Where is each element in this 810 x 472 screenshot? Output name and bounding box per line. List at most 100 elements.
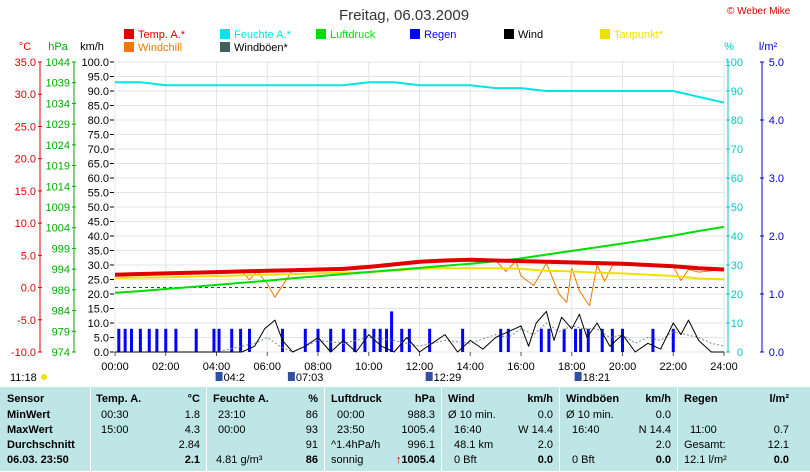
rain-bar	[586, 328, 590, 352]
legend-swatch	[410, 29, 420, 39]
rain-total-label: Gesamt:	[684, 439, 726, 451]
pressure-tick-label: 1044	[46, 57, 70, 69]
wind-tick-label: 70.0	[88, 144, 109, 156]
wind-tick-label: 65.0	[88, 159, 109, 171]
rain-bar	[539, 328, 543, 352]
sun-time-label: 11:18	[10, 372, 37, 384]
rain-bar	[428, 328, 432, 352]
rain-axis-unit: l/m²	[759, 41, 778, 53]
pressure-unit: hPa	[414, 393, 435, 405]
pressure-current-value: 1005.4	[401, 454, 435, 466]
temp-tick-label: -5.0	[17, 315, 36, 327]
temp-tick-label: 0.0	[21, 283, 36, 295]
rain-bar	[129, 328, 133, 352]
col-wind: Wind km/h Ø 10 min. 16:40 48.1 km 0 Bft …	[441, 387, 559, 472]
rain-bar	[671, 328, 675, 352]
wind-tick-label: 50.0	[88, 202, 109, 214]
wind-unit: km/h	[527, 393, 553, 405]
rain-bar	[506, 328, 510, 352]
legend-label: Feuchte A.*	[234, 29, 292, 41]
humidity-unit: %	[308, 393, 318, 405]
sun-marker-icon	[425, 372, 433, 381]
gusts-max: N 14.4	[638, 424, 671, 436]
pressure-trend: ^1.4hPa/h	[331, 439, 381, 451]
rain-bar	[217, 328, 221, 352]
legend-label: Wind	[518, 29, 543, 41]
temp-tick-label: -10.0	[11, 347, 36, 359]
pressure-min-time: 00:00	[337, 409, 365, 421]
legend-swatch	[600, 29, 610, 39]
wind-distance: 48.1 km	[454, 439, 494, 451]
rain-tick-label: 1.0	[769, 289, 784, 301]
rain-bar	[147, 328, 151, 352]
x-tick-label: 12:00	[406, 361, 434, 373]
wind-header: Wind	[448, 393, 475, 405]
pressure-max: 1005.4	[401, 424, 435, 436]
x-tick-label: 00:00	[101, 361, 129, 373]
col-pressure: Luftdruck hPa 00:00 23:50 ^1.4hPa/h sonn…	[324, 387, 441, 472]
sun-time-label: 18:21	[583, 372, 611, 384]
rain-bar	[579, 328, 583, 352]
wind-tick-label: 90.0	[88, 86, 109, 98]
gusts-unit: km/h	[645, 393, 671, 405]
pressure-tick-label: 1004	[46, 223, 70, 235]
temp-axis-unit: °C	[19, 41, 31, 53]
rain-bar	[230, 328, 234, 352]
pressure-tick-label: 994	[52, 264, 70, 276]
rain-header: Regen	[684, 393, 718, 405]
row-label-min: MinWert	[7, 409, 51, 421]
humidity-tick-label: 0	[737, 347, 743, 359]
humidity-tick-label: 80	[731, 115, 743, 127]
rain-bar	[574, 328, 578, 352]
rain-bar	[390, 311, 394, 352]
humidity-line	[115, 81, 725, 104]
wind-tick-label: 100.0	[81, 57, 109, 69]
x-tick-label: 18:00	[558, 361, 586, 373]
wind-max: W 14.4	[518, 424, 553, 436]
legend-swatch	[124, 42, 134, 52]
humidity-tick-label: 70	[731, 144, 743, 156]
wind-tick-label: 10.0	[88, 318, 109, 330]
temp-tick-label: 35.0	[15, 57, 36, 69]
wind-tick-label: 35.0	[88, 246, 109, 258]
rain-max-time: 11:00	[690, 424, 717, 436]
x-tick-label: 02:00	[152, 361, 180, 373]
rain-today: 12.1 l/m²	[684, 454, 727, 466]
legend: Temp. A.* Feuchte A.* Luftdruck Regen Wind Ta…	[124, 29, 664, 54]
legend-label: Luftdruck	[330, 29, 376, 41]
humidity-min-time: 23:10	[218, 409, 246, 421]
pressure-tick-label: 984	[52, 306, 70, 318]
humidity-tick-label: 20	[731, 289, 743, 301]
wind-tick-label: 15.0	[88, 304, 109, 316]
pressure-tick-label: 1029	[46, 119, 70, 131]
summary-table: Sensor MinWert MaxWert Durchschnitt 06.0…	[0, 386, 810, 472]
humidity-tick-label: 10	[731, 318, 743, 330]
weather-chart: Freitag, 06.03.2009 © Weber Mike Temp. A…	[10, 6, 791, 384]
rain-bar	[155, 328, 159, 352]
wind-tick-label: 25.0	[88, 275, 109, 287]
rain-bar	[329, 328, 333, 352]
rain-bar	[194, 328, 198, 352]
temp-current: 2.1	[184, 454, 200, 466]
legend-swatch	[220, 42, 230, 52]
humidity-axis-unit: %	[724, 41, 734, 53]
rain-bar	[400, 328, 404, 352]
wind-axis-unit: km/h	[80, 41, 104, 53]
temp-avg: 2.84	[178, 439, 200, 451]
wind-bft: 0 Bft	[454, 454, 477, 466]
rain-bar	[600, 328, 604, 352]
rain-tick-label: 4.0	[769, 115, 784, 127]
humidity-current: 86	[305, 454, 318, 466]
humidity-tick-label: 30	[731, 260, 743, 272]
rain-bar	[212, 328, 216, 352]
rain-total: 12.1	[767, 439, 789, 451]
plot-series	[114, 81, 725, 353]
humidity-header: Feuchte A.	[213, 393, 269, 405]
humidity-absolute: 4.81 g/m³	[216, 454, 263, 466]
wind-max-time: 16:40	[454, 424, 482, 436]
col-gusts: Windböen km/h Ø 10 min. 16:40 0 Bft 0.0 …	[559, 387, 677, 472]
x-tick-label: 08:00	[304, 361, 332, 373]
pressure-header: Luftdruck	[331, 393, 382, 405]
humidity-tick-label: 90	[731, 86, 743, 98]
wind-tick-label: 30.0	[88, 260, 109, 272]
